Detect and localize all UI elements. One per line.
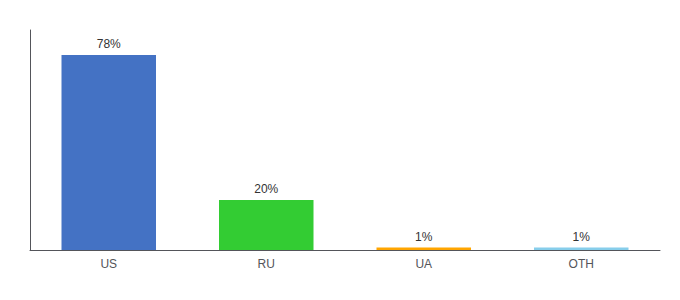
svg-text:1%: 1% — [415, 230, 433, 244]
svg-text:US: US — [100, 257, 117, 271]
svg-text:1%: 1% — [573, 230, 591, 244]
svg-text:OTH: OTH — [569, 257, 594, 271]
svg-text:20%: 20% — [254, 182, 278, 196]
svg-text:UA: UA — [415, 257, 432, 271]
svg-text:RU: RU — [258, 257, 275, 271]
svg-text:78%: 78% — [97, 37, 121, 51]
